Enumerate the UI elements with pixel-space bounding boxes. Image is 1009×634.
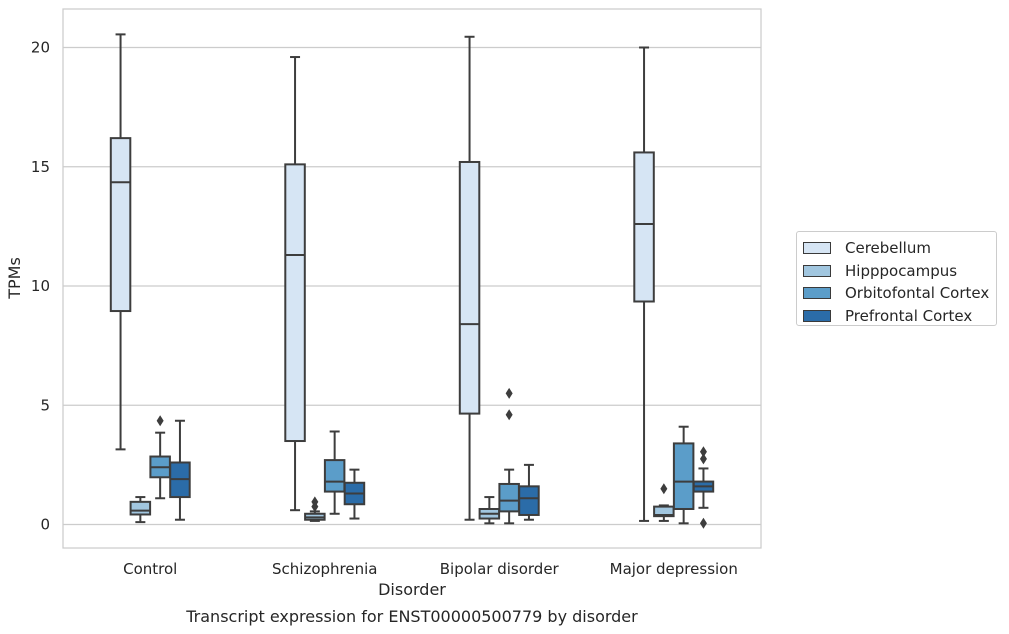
box-body [284, 163, 306, 443]
x-tick-label: Control [123, 560, 177, 578]
box [109, 33, 132, 451]
box-body [672, 442, 695, 510]
legend-item: Cerebellum [797, 237, 996, 260]
box [169, 419, 191, 521]
box [149, 415, 171, 500]
box [343, 468, 366, 520]
box-body [129, 500, 152, 516]
box [478, 496, 501, 525]
legend-label: Prefrontal Cortex [845, 306, 973, 325]
y-tick-label: 20 [31, 39, 50, 57]
box [633, 46, 655, 522]
legend-item: Hipppocampus [797, 260, 996, 283]
box [518, 463, 540, 521]
legend-item: Prefrontal Cortex [797, 305, 996, 328]
x-axis-label: Disorder [378, 580, 446, 599]
box-body [653, 505, 675, 518]
x-tick-label: Bipolar disorder [440, 560, 560, 578]
legend-label: Orbitofontal Cortex [845, 284, 990, 303]
box-body [518, 485, 540, 516]
x-tick-label: Major depression [610, 560, 738, 578]
x-tick-label: Schizophrenia [272, 560, 377, 578]
outlier-point [505, 409, 513, 421]
box [672, 425, 695, 525]
outlier-point [156, 415, 164, 427]
chart-title: Transcript expression for ENST0000050077… [185, 607, 638, 626]
box [284, 56, 306, 512]
legend-swatch [803, 309, 831, 322]
y-axis-label: TPMs [5, 257, 24, 300]
box [653, 483, 675, 522]
box-body [323, 459, 346, 493]
box [323, 430, 346, 515]
gridlines [63, 46, 761, 526]
box [458, 35, 481, 521]
outlier-point [699, 517, 707, 529]
box [129, 496, 152, 524]
y-axis-ticks: 0 5 10 15 20 [31, 39, 50, 534]
box-body [458, 160, 481, 415]
legend: Cerebellum Hipppocampus Orbitofontal Corte… [796, 231, 997, 326]
legend-label: Cerebellum [845, 239, 931, 258]
box-body [498, 482, 520, 513]
box-body [109, 137, 132, 313]
legend-swatch [803, 264, 831, 277]
y-tick-label: 0 [40, 516, 50, 534]
outlier-point [699, 453, 707, 465]
outlier-point [660, 483, 668, 495]
plot-frame [62, 8, 762, 549]
legend-label: Hipppocampus [845, 261, 958, 280]
outlier-point [505, 387, 513, 399]
box [304, 496, 326, 522]
y-tick-label: 5 [40, 396, 50, 414]
legend-swatch [803, 287, 831, 300]
box-series [109, 33, 715, 529]
legend-swatch [803, 242, 831, 255]
outlier-point [311, 496, 319, 508]
y-tick-label: 10 [31, 277, 50, 295]
legend-item: Orbitofontal Cortex [797, 282, 996, 305]
x-axis-ticks: Control Schizophrenia Bipolar disorder Majo… [123, 560, 738, 578]
outlier-point [699, 446, 707, 458]
y-tick-label: 15 [31, 158, 50, 176]
box [692, 446, 715, 529]
box [498, 387, 520, 525]
box-body [633, 151, 655, 303]
